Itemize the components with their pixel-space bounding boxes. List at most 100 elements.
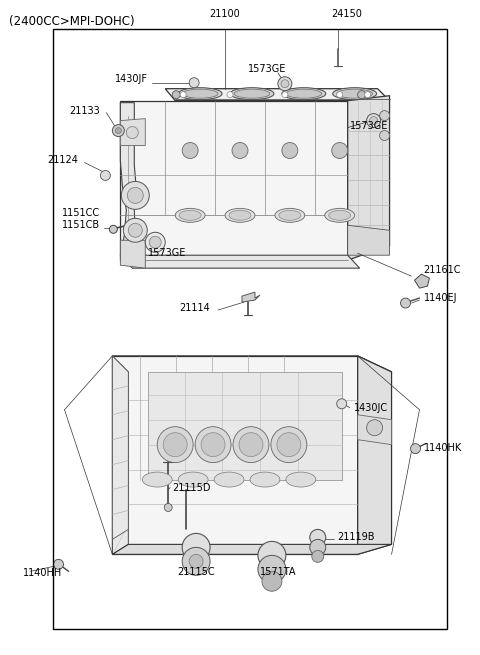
Text: 21119B: 21119B <box>338 533 375 542</box>
Polygon shape <box>358 356 392 554</box>
Text: 1573GE: 1573GE <box>350 121 388 130</box>
Polygon shape <box>120 101 348 260</box>
Circle shape <box>127 187 144 203</box>
Ellipse shape <box>178 88 222 100</box>
Circle shape <box>180 92 186 98</box>
Bar <box>309 170 321 178</box>
Bar <box>259 170 271 178</box>
Polygon shape <box>348 225 390 255</box>
Text: 21133: 21133 <box>70 105 100 116</box>
Circle shape <box>149 236 161 248</box>
Text: 21124: 21124 <box>48 155 78 166</box>
Circle shape <box>157 426 193 462</box>
Bar <box>52 29 447 629</box>
Ellipse shape <box>178 472 208 487</box>
Text: 1140EJ: 1140EJ <box>423 293 457 303</box>
Polygon shape <box>165 88 390 101</box>
Polygon shape <box>358 415 392 445</box>
Ellipse shape <box>225 208 255 222</box>
Circle shape <box>336 399 347 409</box>
Ellipse shape <box>282 88 326 100</box>
Circle shape <box>271 426 307 462</box>
Ellipse shape <box>234 89 270 98</box>
Polygon shape <box>112 544 392 554</box>
Ellipse shape <box>179 210 201 220</box>
Text: 1573GE: 1573GE <box>248 64 287 74</box>
Polygon shape <box>112 356 392 372</box>
Text: 1140HH: 1140HH <box>23 569 62 578</box>
Circle shape <box>410 443 420 454</box>
Polygon shape <box>112 356 128 554</box>
Circle shape <box>227 92 233 98</box>
Circle shape <box>282 143 298 159</box>
Text: (2400CC>MPI-DOHC): (2400CC>MPI-DOHC) <box>9 15 134 28</box>
Polygon shape <box>348 96 390 260</box>
Circle shape <box>310 539 326 555</box>
Circle shape <box>367 420 383 436</box>
Circle shape <box>195 426 231 462</box>
Circle shape <box>358 90 366 99</box>
Ellipse shape <box>275 208 305 222</box>
Text: 1140HK: 1140HK <box>423 443 462 453</box>
Circle shape <box>100 170 110 180</box>
Circle shape <box>163 433 187 457</box>
Text: 1151CB: 1151CB <box>62 220 100 231</box>
Circle shape <box>189 554 203 569</box>
Circle shape <box>262 571 282 591</box>
Circle shape <box>380 130 390 141</box>
Text: 21115D: 21115D <box>172 483 211 493</box>
Text: 1430JC: 1430JC <box>354 403 388 413</box>
Ellipse shape <box>279 210 301 220</box>
Circle shape <box>182 143 198 159</box>
Ellipse shape <box>250 472 280 487</box>
Circle shape <box>109 225 117 233</box>
Circle shape <box>232 143 248 159</box>
Circle shape <box>365 92 371 98</box>
Circle shape <box>145 233 165 252</box>
Text: 21100: 21100 <box>210 9 240 19</box>
Ellipse shape <box>175 208 205 222</box>
Text: 21115C: 21115C <box>177 567 215 577</box>
Text: 1151CC: 1151CC <box>62 208 100 218</box>
Polygon shape <box>120 240 145 268</box>
Circle shape <box>182 533 210 561</box>
Circle shape <box>54 559 63 569</box>
Bar <box>164 170 176 178</box>
Text: 21114: 21114 <box>180 303 210 313</box>
Polygon shape <box>148 372 342 479</box>
Circle shape <box>281 80 289 88</box>
Bar <box>209 170 221 178</box>
Circle shape <box>282 92 288 98</box>
Circle shape <box>367 113 381 128</box>
Polygon shape <box>120 103 136 258</box>
Circle shape <box>126 126 138 139</box>
Circle shape <box>182 548 210 575</box>
Circle shape <box>115 128 121 134</box>
Ellipse shape <box>336 89 372 98</box>
Ellipse shape <box>230 88 274 100</box>
Circle shape <box>112 124 124 136</box>
Polygon shape <box>242 292 260 302</box>
Polygon shape <box>415 274 430 288</box>
Ellipse shape <box>333 88 377 100</box>
Polygon shape <box>120 119 145 145</box>
Ellipse shape <box>329 210 351 220</box>
Circle shape <box>278 77 292 90</box>
Ellipse shape <box>182 89 218 98</box>
Circle shape <box>310 529 326 546</box>
Circle shape <box>128 223 142 237</box>
Circle shape <box>258 542 286 569</box>
Text: 24150: 24150 <box>332 9 362 19</box>
Ellipse shape <box>286 89 322 98</box>
Circle shape <box>164 504 172 512</box>
Circle shape <box>380 111 390 121</box>
Ellipse shape <box>286 472 316 487</box>
Circle shape <box>258 555 286 583</box>
Circle shape <box>172 90 180 99</box>
Ellipse shape <box>214 472 244 487</box>
Polygon shape <box>120 255 360 268</box>
Circle shape <box>370 117 378 124</box>
Circle shape <box>312 550 324 563</box>
Circle shape <box>400 298 410 308</box>
Text: 1571TA: 1571TA <box>260 567 296 577</box>
